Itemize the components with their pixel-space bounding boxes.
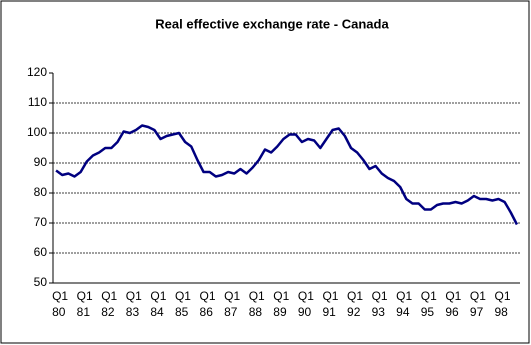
x-tick-label: 81 xyxy=(77,305,91,319)
x-tick-label: 80 xyxy=(52,305,66,319)
y-tick-label: 100 xyxy=(27,125,47,139)
y-tick-label: 120 xyxy=(27,65,47,79)
x-tick-label: Q1 xyxy=(224,289,240,303)
x-tick-label: Q1 xyxy=(494,289,510,303)
x-tick-label: 90 xyxy=(298,305,312,319)
x-tick-label: Q1 xyxy=(445,289,461,303)
x-tick-label: Q1 xyxy=(77,289,93,303)
x-tick-label: Q1 xyxy=(249,289,265,303)
y-tick-label: 90 xyxy=(34,155,48,169)
y-tick-label: 110 xyxy=(28,95,47,109)
x-tick-label: Q1 xyxy=(421,289,437,303)
x-tick-label: 84 xyxy=(150,305,164,319)
x-tick-label: 98 xyxy=(494,305,508,319)
x-tick-label: 83 xyxy=(126,305,140,319)
y-tick-label: 60 xyxy=(34,245,48,259)
x-tick-label: 92 xyxy=(347,305,361,319)
x-tick-label: 96 xyxy=(445,305,459,319)
x-tick-label: Q1 xyxy=(175,289,191,303)
x-tick-label: Q1 xyxy=(126,289,142,303)
y-tick-label: 70 xyxy=(34,215,48,229)
x-tick-label: 87 xyxy=(224,305,238,319)
x-tick-label: 97 xyxy=(470,305,484,319)
x-tick-label: Q1 xyxy=(322,289,338,303)
x-tick-label: Q1 xyxy=(101,289,117,303)
x-tick-label: 86 xyxy=(200,305,214,319)
x-tick-label: Q1 xyxy=(52,289,68,303)
x-tick-label: 85 xyxy=(175,305,189,319)
y-tick-label: 80 xyxy=(34,185,48,199)
x-tick-label: Q1 xyxy=(470,289,486,303)
x-tick-label: Q1 xyxy=(200,289,216,303)
x-tick-label: 91 xyxy=(322,305,336,319)
x-tick-label: 93 xyxy=(372,305,386,319)
x-tick-label: 89 xyxy=(273,305,287,319)
x-tick-label: 88 xyxy=(249,305,263,319)
x-tick-label: 94 xyxy=(396,305,410,319)
x-tick-label: 82 xyxy=(101,305,115,319)
x-tick-label: Q1 xyxy=(372,289,388,303)
x-tick-label: Q1 xyxy=(298,289,314,303)
x-tick-label: Q1 xyxy=(273,289,289,303)
chart-title: Real effective exchange rate - Canada xyxy=(155,16,389,31)
data-line xyxy=(55,124,519,226)
y-tick-label: 50 xyxy=(34,275,48,289)
x-tick-label: Q1 xyxy=(347,289,363,303)
x-tick-label: Q1 xyxy=(150,289,166,303)
x-tick-label: Q1 xyxy=(396,289,412,303)
x-tick-label: 95 xyxy=(421,305,435,319)
